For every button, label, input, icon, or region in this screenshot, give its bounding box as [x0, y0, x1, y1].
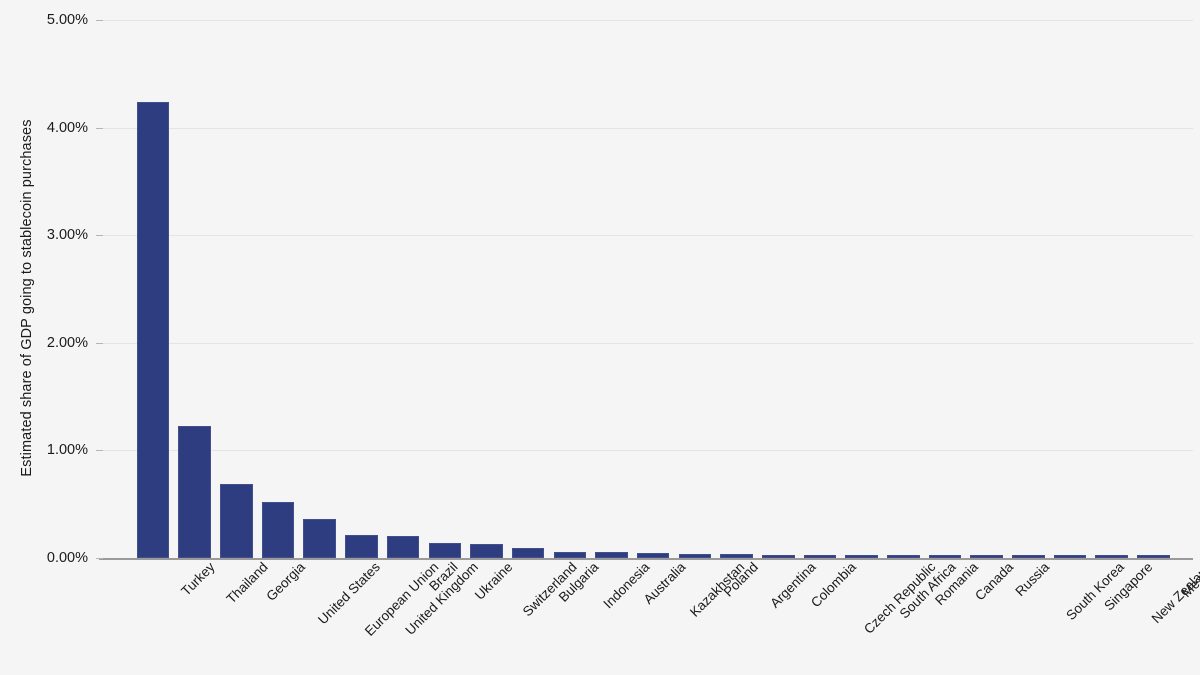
- y-tick-label: 1.00%: [46, 442, 88, 459]
- gridline: [103, 342, 1193, 344]
- gridline: [103, 20, 1193, 21]
- bar: [220, 483, 253, 558]
- x-tick-label: Thailand: [223, 559, 271, 607]
- x-axis-tick-labels: Turkey Thailand Georgia United States Europe…: [103, 559, 1200, 675]
- bar: [1095, 555, 1128, 558]
- gridline: [103, 235, 1193, 237]
- bar: [970, 555, 1003, 558]
- x-tick-label: Turkey: [178, 559, 218, 599]
- bar: [261, 502, 295, 558]
- bar: [845, 555, 878, 558]
- bar: [928, 555, 962, 558]
- y-tick-label: 2.00%: [46, 334, 88, 351]
- bar: [1012, 555, 1045, 558]
- y-tick-label: 5.00%: [46, 11, 88, 28]
- bar: [678, 553, 712, 558]
- x-tick-label: Canada: [972, 559, 1017, 604]
- x-axis-line: [99, 558, 1193, 560]
- x-tick-label: Georgia: [263, 559, 309, 604]
- y-tick-label: 4.00%: [46, 119, 88, 136]
- plot-area: [103, 20, 1193, 558]
- bar: [1053, 555, 1087, 558]
- y-tick-mark: [96, 558, 103, 559]
- bar: [636, 552, 670, 558]
- bar: [345, 535, 378, 558]
- bar: [1137, 555, 1170, 558]
- bar: [386, 536, 420, 558]
- x-tick-label: Russia: [1012, 559, 1052, 600]
- y-tick-mark: [96, 450, 103, 452]
- y-tick-label: 0.00%: [46, 549, 88, 566]
- bar: [136, 101, 170, 558]
- y-tick-label: 3.00%: [46, 226, 88, 243]
- x-tick-label: Ukraine: [471, 559, 516, 603]
- bar: [595, 551, 628, 558]
- bar: [887, 555, 920, 558]
- y-tick-mark: [96, 342, 103, 344]
- y-tick-mark: [96, 127, 103, 129]
- bar: [470, 544, 503, 558]
- bar: [762, 554, 795, 558]
- gridline: [103, 450, 1193, 452]
- bar: [178, 425, 211, 558]
- gridline: [103, 127, 1193, 129]
- bar: [803, 554, 837, 558]
- bar: [511, 548, 545, 558]
- bar: [720, 553, 753, 558]
- bar: [553, 551, 587, 558]
- bar: [428, 542, 462, 558]
- bar: [303, 519, 336, 558]
- y-tick-mark: [96, 235, 103, 237]
- y-tick-mark: [96, 20, 103, 21]
- y-axis-tick-labels: 5.00% 4.00% 3.00% 2.00% 1.00% 0.00%: [0, 0, 88, 675]
- x-tick-label: Indonesia: [600, 559, 653, 612]
